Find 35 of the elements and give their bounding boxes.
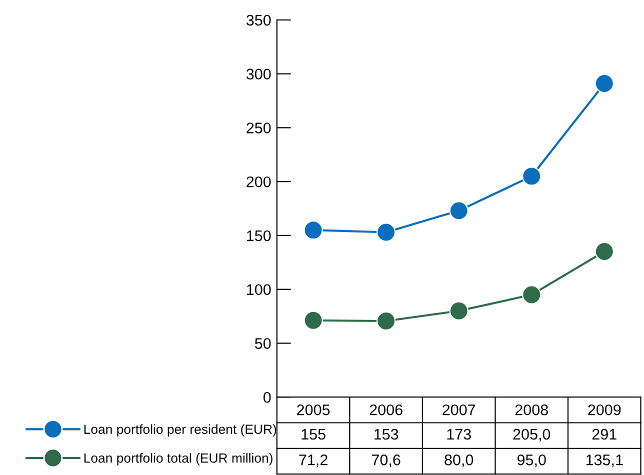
data-label: 95,0: [517, 454, 546, 468]
point: [594, 242, 614, 262]
point: [376, 222, 396, 242]
y-tick-label: 100: [247, 284, 271, 296]
point: [522, 166, 542, 186]
y-tick-label: 300: [246, 68, 271, 80]
y-tick-label: 250: [246, 122, 271, 134]
data-label: 205,0: [513, 428, 550, 442]
x-tick-label: 2007: [442, 404, 476, 416]
point: [522, 285, 542, 304]
point: [594, 74, 614, 94]
data-label: 71,2: [299, 454, 328, 468]
x-tick-label: 2009: [588, 404, 621, 416]
data-label: 291: [592, 428, 616, 440]
y-tick-label: 0: [263, 392, 271, 403]
x-tick-label: 2005: [297, 404, 330, 416]
y-tick-label: 350: [246, 14, 271, 26]
y-tick-label: 200: [246, 176, 271, 188]
point: [376, 311, 396, 331]
data-label: 70,6: [372, 454, 400, 468]
point: [449, 201, 468, 220]
y-tick-label: 150: [247, 230, 271, 242]
data-label: 135,1: [586, 454, 623, 468]
data-label: 155: [302, 429, 326, 440]
x-tick-label: 2008: [515, 404, 548, 416]
y-tick-label: 50: [254, 338, 271, 349]
data-label: 173: [447, 428, 471, 440]
data-label: 153: [374, 428, 398, 440]
x-tick-label: 2006: [370, 404, 402, 416]
legend-label: Loan portfolio total (EUR million): [84, 453, 272, 466]
point: [304, 310, 323, 330]
point: [449, 301, 468, 320]
point: [304, 220, 323, 240]
legend-label: Loan portfolio per resident (EUR): [84, 424, 276, 437]
data-label: 80,0: [444, 454, 474, 468]
